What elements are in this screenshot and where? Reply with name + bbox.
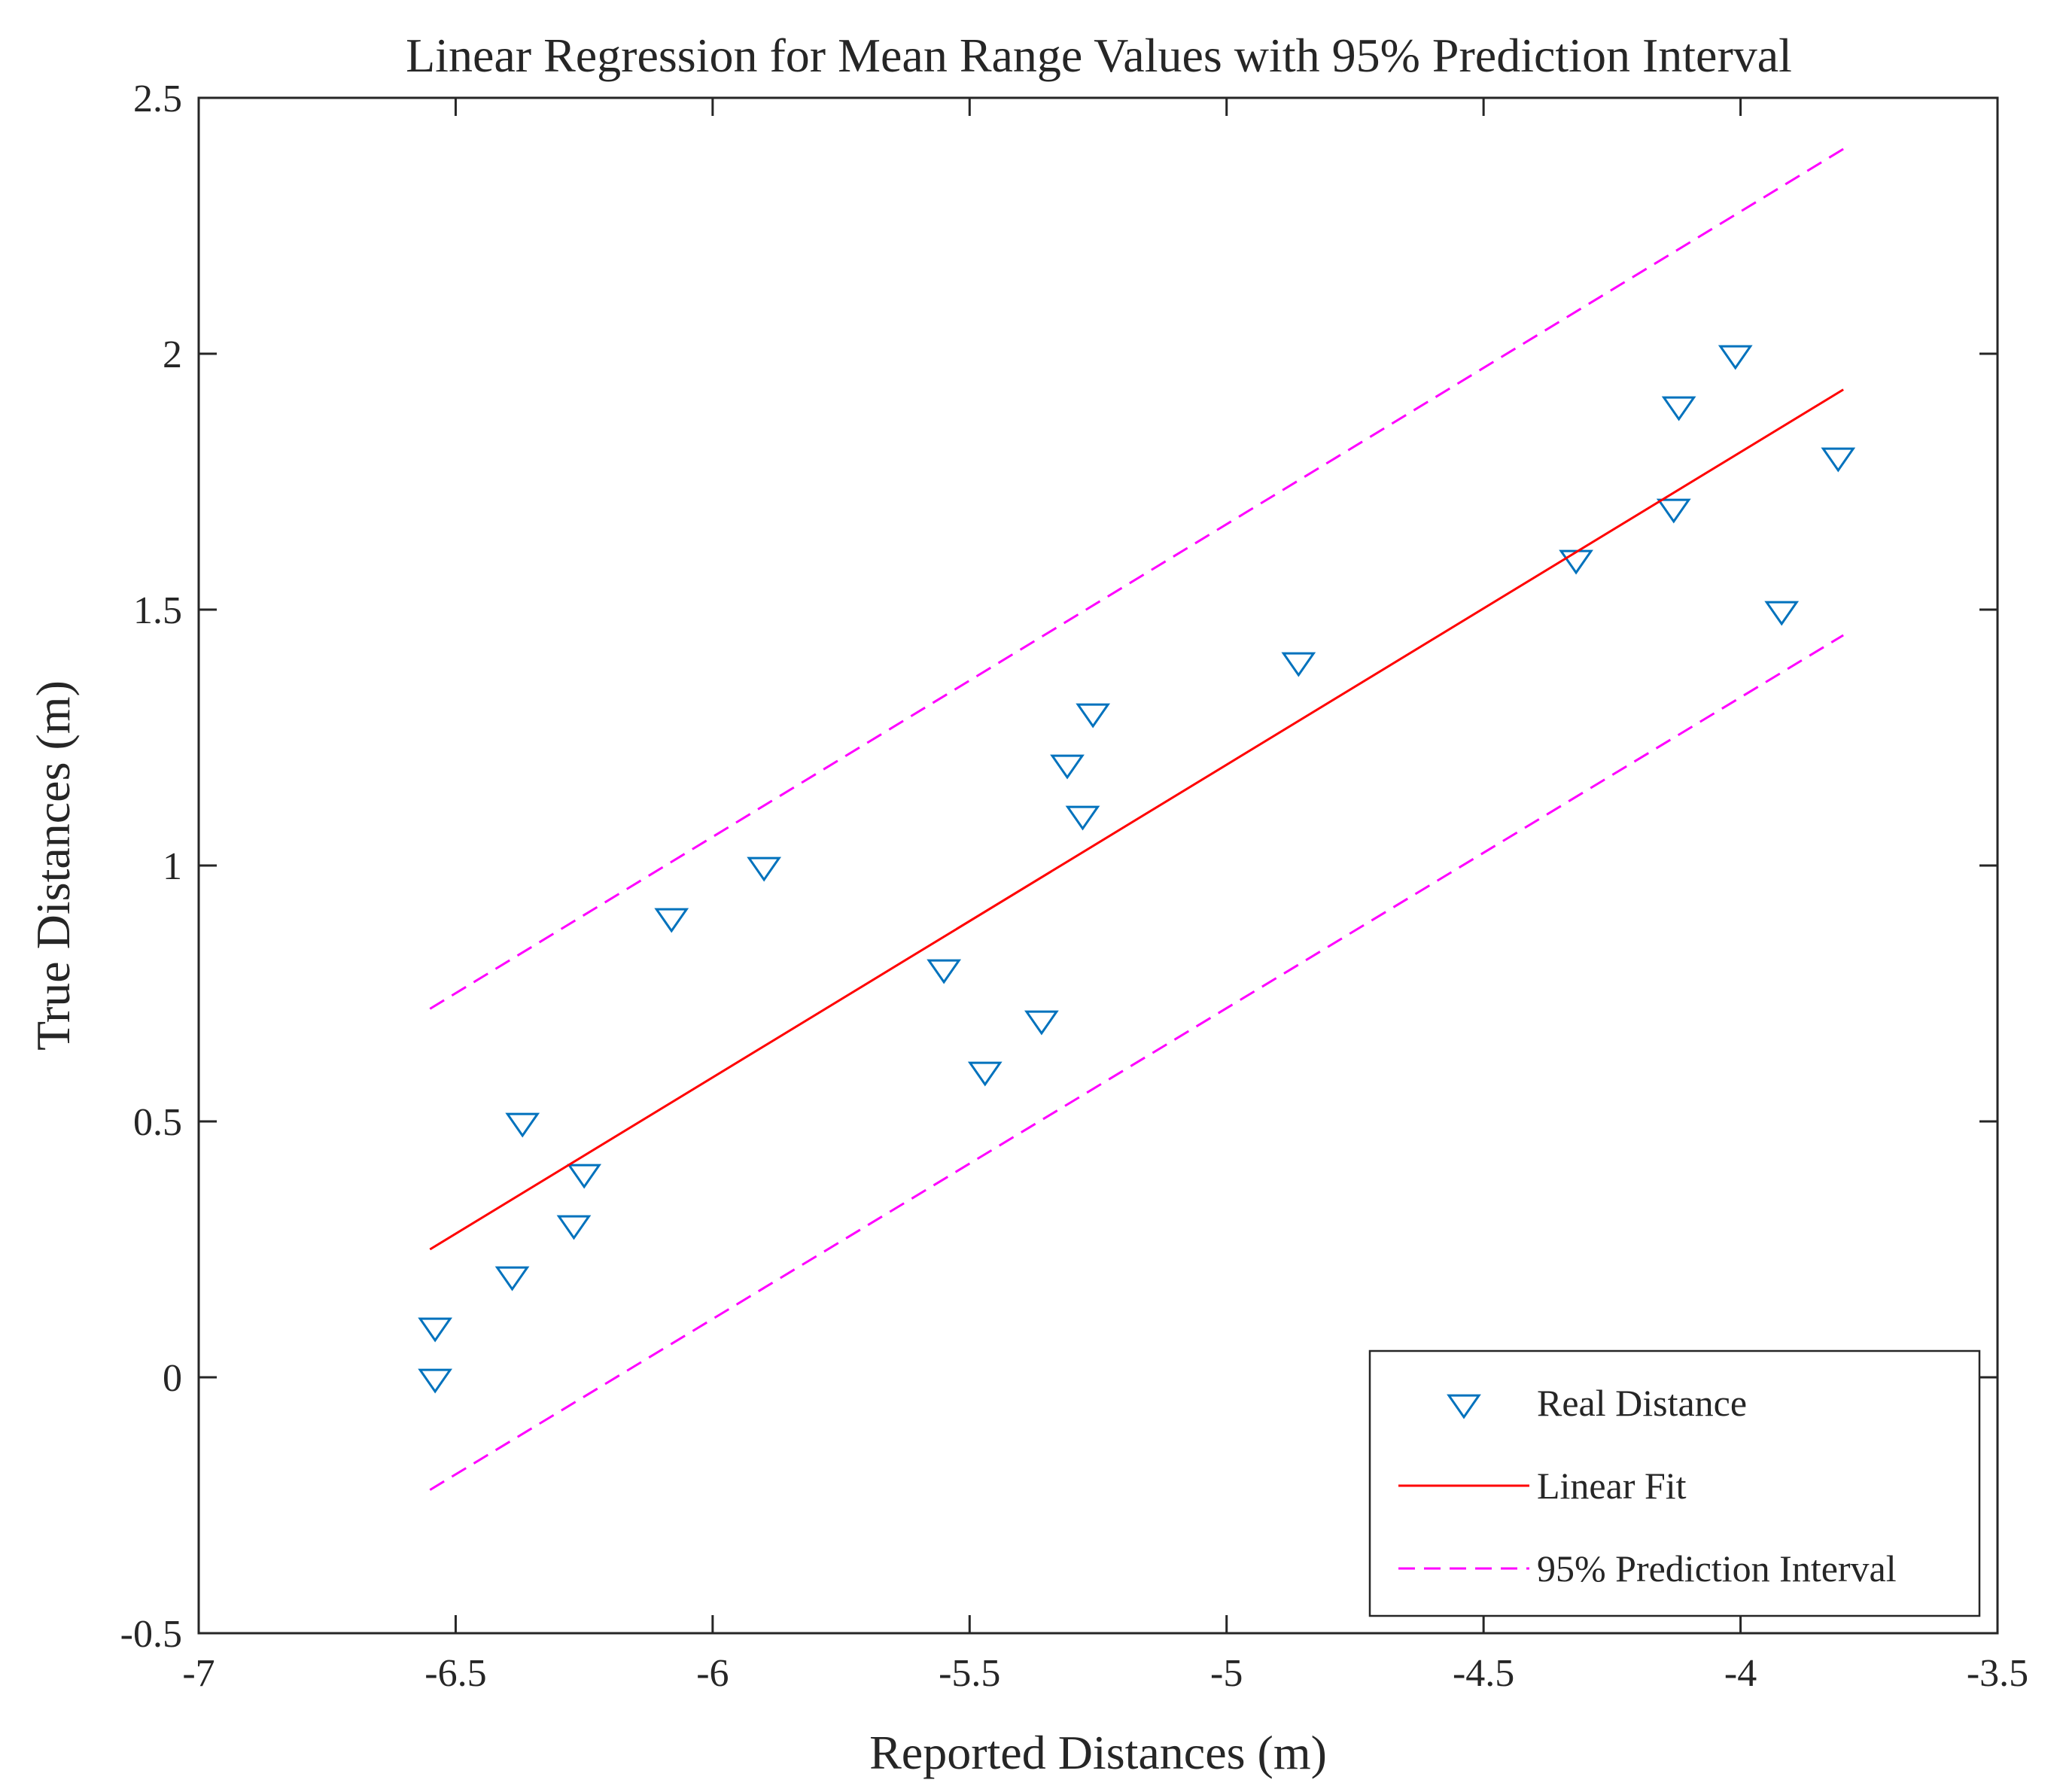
data-point-marker: [556, 1215, 592, 1240]
data-point-marker: [1821, 447, 1856, 473]
y-axis-label: True Distances (m): [26, 680, 80, 1051]
data-point-marker: [747, 856, 782, 882]
x-tick-label: -6.5: [424, 1652, 486, 1695]
x-tick-label: -5: [1210, 1652, 1243, 1695]
data-point-marker: [567, 1164, 602, 1189]
data-point-marker: [1661, 396, 1696, 421]
data-point-marker: [1281, 652, 1316, 677]
y-tick-label: 1: [163, 845, 182, 888]
data-point-marker: [1718, 345, 1753, 370]
axis-ticks: -7 -6.5 -6 -5.5 -5 -4.5 -4 -3.5 -0.5 0 0.5 1 1.5 2 2.5: [120, 78, 2028, 1695]
legend: Real Distance Linear Fit 95% Prediction In…: [1368, 1349, 1981, 1617]
x-tick-label: -4.5: [1453, 1652, 1514, 1695]
y-tick-label: 2.5: [133, 78, 182, 120]
x-tick-label: -3.5: [1967, 1652, 2028, 1695]
data-point-marker: [927, 959, 962, 984]
legend-marker-real-distance: [1447, 1394, 1481, 1419]
data-point-marker: [505, 1112, 540, 1138]
y-tick-label: 0.5: [133, 1101, 182, 1144]
data-point-marker: [418, 1317, 452, 1343]
data-point-marker: [1656, 498, 1691, 524]
data-point-marker: [1050, 754, 1085, 780]
linear-fit-line: [429, 388, 1844, 1251]
x-tick-label: -6: [696, 1652, 729, 1695]
legend-label: 95% Prediction Interval: [1537, 1547, 1897, 1590]
x-axis-label: Reported Distances (m): [869, 1726, 1327, 1779]
y-tick-label: 2: [163, 333, 182, 376]
chart-title: Linear Regression for Mean Range Values …: [406, 29, 1792, 82]
prediction-interval-upper-line: [429, 148, 1844, 1010]
x-tick-label: -5.5: [939, 1652, 1000, 1695]
data-point-marker: [1764, 601, 1800, 626]
data-point-marker: [1024, 1010, 1059, 1036]
x-tick-label: -4: [1724, 1652, 1757, 1695]
y-tick-label: 1.5: [133, 589, 182, 632]
legend-label: Real Distance: [1537, 1382, 1747, 1424]
data-point-marker: [494, 1266, 530, 1292]
data-point-marker: [967, 1061, 1003, 1087]
data-point-marker: [1076, 703, 1111, 729]
data-point-marker: [654, 908, 689, 933]
legend-label: Linear Fit: [1537, 1465, 1687, 1507]
data-point-marker: [1065, 805, 1100, 831]
prediction-interval-lower-line: [429, 634, 1844, 1491]
plot-area: [418, 148, 1856, 1491]
x-tick-label: -7: [182, 1652, 215, 1695]
data-point-marker: [418, 1368, 452, 1394]
y-tick-label: 0: [163, 1357, 182, 1400]
y-tick-label: -0.5: [120, 1613, 182, 1656]
